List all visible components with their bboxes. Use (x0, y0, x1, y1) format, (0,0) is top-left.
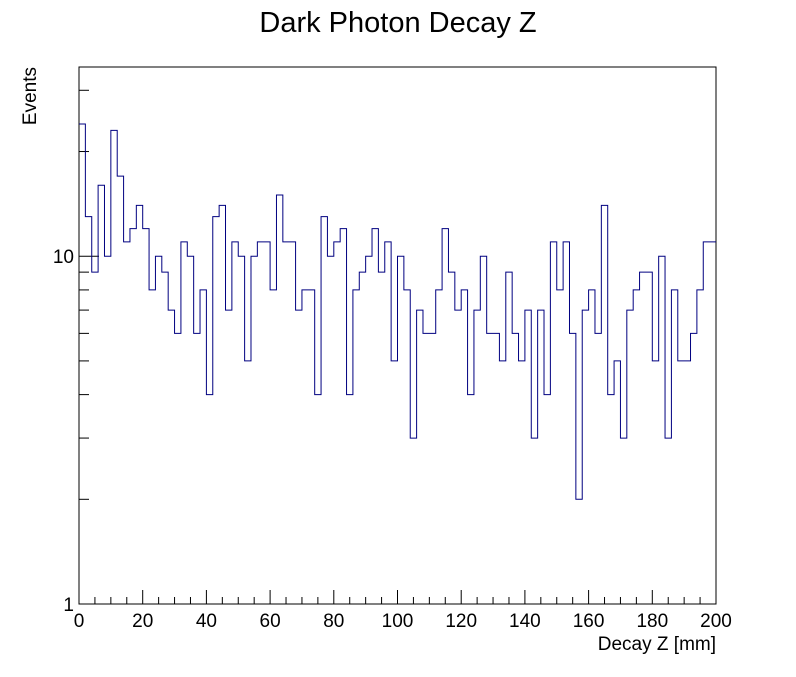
y-axis-ticks (79, 89, 99, 605)
x-tick-label: 60 (260, 611, 281, 632)
y-tick-label: 1 (63, 595, 74, 616)
x-tick-label: 200 (700, 611, 732, 632)
x-tick-label: 0 (74, 611, 85, 632)
x-axis-tick-labels: 0 20 40 60 80 100 120 140 160 180 200 (74, 611, 732, 632)
x-tick-label: 160 (573, 611, 605, 632)
x-tick-label: 120 (445, 611, 477, 632)
x-tick-label: 100 (382, 611, 414, 632)
x-axis-label: Decay Z [mm] (598, 634, 716, 655)
y-tick-label: 10 (53, 247, 74, 268)
histogram-series-line (79, 123, 716, 500)
y-axis-label: Events (20, 67, 41, 125)
chart-title: Dark Photon Decay Z (259, 7, 536, 39)
y-axis-tick-labels: 1 10 (53, 247, 74, 616)
x-tick-label: 180 (636, 611, 668, 632)
x-tick-label: 80 (323, 611, 344, 632)
x-axis-ticks (78, 590, 717, 604)
x-tick-label: 40 (196, 611, 217, 632)
x-tick-label: 20 (132, 611, 153, 632)
x-tick-label: 140 (509, 611, 541, 632)
